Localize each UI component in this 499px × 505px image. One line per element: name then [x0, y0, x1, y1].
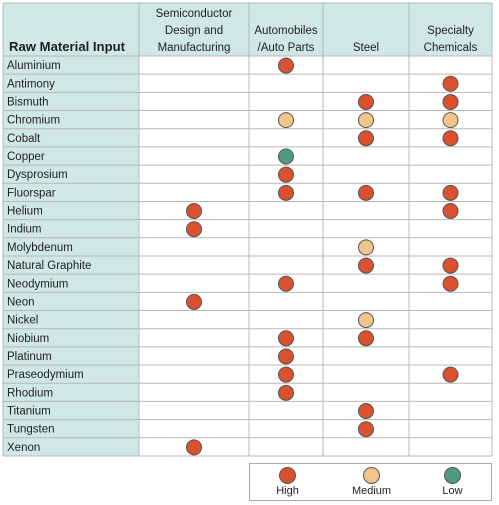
- dot-niobium-col2: [278, 330, 294, 347]
- dot-platinum-col2: [278, 348, 294, 365]
- column-header-1-line-3: Manufacturing: [158, 42, 231, 54]
- column-header-4-line-1: Specialty: [427, 25, 474, 37]
- legend: High Medium Low: [249, 463, 492, 501]
- legend-high-dot: [279, 467, 296, 484]
- dot-fluorspar-col2: [278, 184, 294, 201]
- dot-neodymium-col4: [442, 275, 459, 292]
- dot-chromium-col3: [358, 112, 374, 129]
- column-header-1-line-2: Design and: [165, 25, 223, 37]
- row-label-nickel: Nickel: [7, 315, 38, 327]
- dot-niobium-col3: [358, 330, 374, 347]
- legend-low: Low: [415, 464, 490, 500]
- dot-praseodymium-col2: [278, 366, 294, 383]
- dot-natural-graphite-col4: [442, 257, 459, 274]
- dot-cobalt-col4: [442, 130, 459, 147]
- row-label-molybdenum: Molybdenum: [7, 242, 73, 254]
- dot-helium-col1: [186, 203, 202, 220]
- dot-neodymium-col2: [278, 275, 294, 292]
- dot-bismuth-col4: [442, 93, 459, 110]
- dot-indium-col1: [186, 221, 202, 238]
- legend-low-dot: [444, 467, 461, 484]
- dot-molybdenum-col3: [358, 239, 374, 256]
- dot-natural-graphite-col3: [358, 257, 374, 274]
- row-label-natural-graphite: Natural Graphite: [7, 260, 91, 272]
- risk-matrix: Raw Material Input Semiconductor Design an…: [2, 2, 493, 457]
- row-label-neodymium: Neodymium: [7, 278, 68, 290]
- dot-chromium-col4: [442, 112, 459, 129]
- row-label-fill: [3, 3, 139, 456]
- legend-high: High: [250, 464, 325, 500]
- dot-neon-col1: [186, 293, 202, 310]
- row-label-copper: Copper: [7, 151, 45, 163]
- dot-helium-col4: [442, 203, 459, 220]
- column-header-fill: [139, 3, 492, 56]
- dot-aluminium-col2: [278, 57, 294, 74]
- dot-fluorspar-col4: [442, 184, 459, 201]
- legend-medium-label: Medium: [351, 485, 392, 497]
- legend-medium: Medium: [334, 464, 409, 500]
- row-label-platinum: Platinum: [7, 351, 52, 363]
- dot-praseodymium-col4: [442, 366, 459, 383]
- row-label-antimony: Antimony: [7, 78, 55, 90]
- row-label-chromium: Chromium: [7, 115, 60, 127]
- row-label-fluorspar: Fluorspar: [7, 187, 56, 199]
- row-label-helium: Helium: [7, 206, 43, 218]
- row-label-aluminium: Aluminium: [7, 60, 61, 72]
- dot-dysprosium-col2: [278, 166, 294, 183]
- row-label-praseodymium: Praseodymium: [7, 369, 84, 381]
- row-label-indium: Indium: [7, 224, 42, 236]
- legend-medium-dot: [363, 467, 380, 484]
- dot-nickel-col3: [358, 312, 374, 329]
- row-label-bismuth: Bismuth: [7, 96, 49, 108]
- dot-tungsten-col3: [358, 421, 374, 438]
- dot-xenon-col1: [186, 439, 202, 456]
- legend-high-label: High: [276, 485, 299, 497]
- dot-titanium-col3: [358, 403, 374, 420]
- column-header-2-line-2: /Auto Parts: [258, 42, 315, 54]
- dot-rhodium-col2: [278, 384, 294, 401]
- column-header-4-line-2: Chemicals: [424, 42, 478, 54]
- dot-antimony-col4: [442, 75, 459, 92]
- legend-low-label: Low: [442, 485, 463, 497]
- row-label-dysprosium: Dysprosium: [7, 169, 68, 181]
- row-label-tungsten: Tungsten: [7, 424, 55, 436]
- row-label-cobalt: Cobalt: [7, 133, 41, 145]
- row-label-neon: Neon: [7, 296, 35, 308]
- dot-cobalt-col3: [358, 130, 374, 147]
- row-label-titanium: Titanium: [7, 406, 51, 418]
- row-label-niobium: Niobium: [7, 333, 49, 345]
- dot-bismuth-col3: [358, 93, 374, 110]
- row-label-xenon: Xenon: [7, 442, 40, 454]
- dot-copper-col2: [278, 148, 294, 165]
- row-header-title: Raw Material Input: [9, 40, 126, 54]
- column-header-3-line-1: Steel: [353, 42, 379, 54]
- dot-chromium-col2: [278, 112, 294, 129]
- column-header-2-line-1: Automobiles: [254, 25, 318, 37]
- column-header-1-line-1: Semiconductor: [156, 8, 233, 20]
- row-label-rhodium: Rhodium: [7, 387, 53, 399]
- dot-fluorspar-col3: [358, 184, 374, 201]
